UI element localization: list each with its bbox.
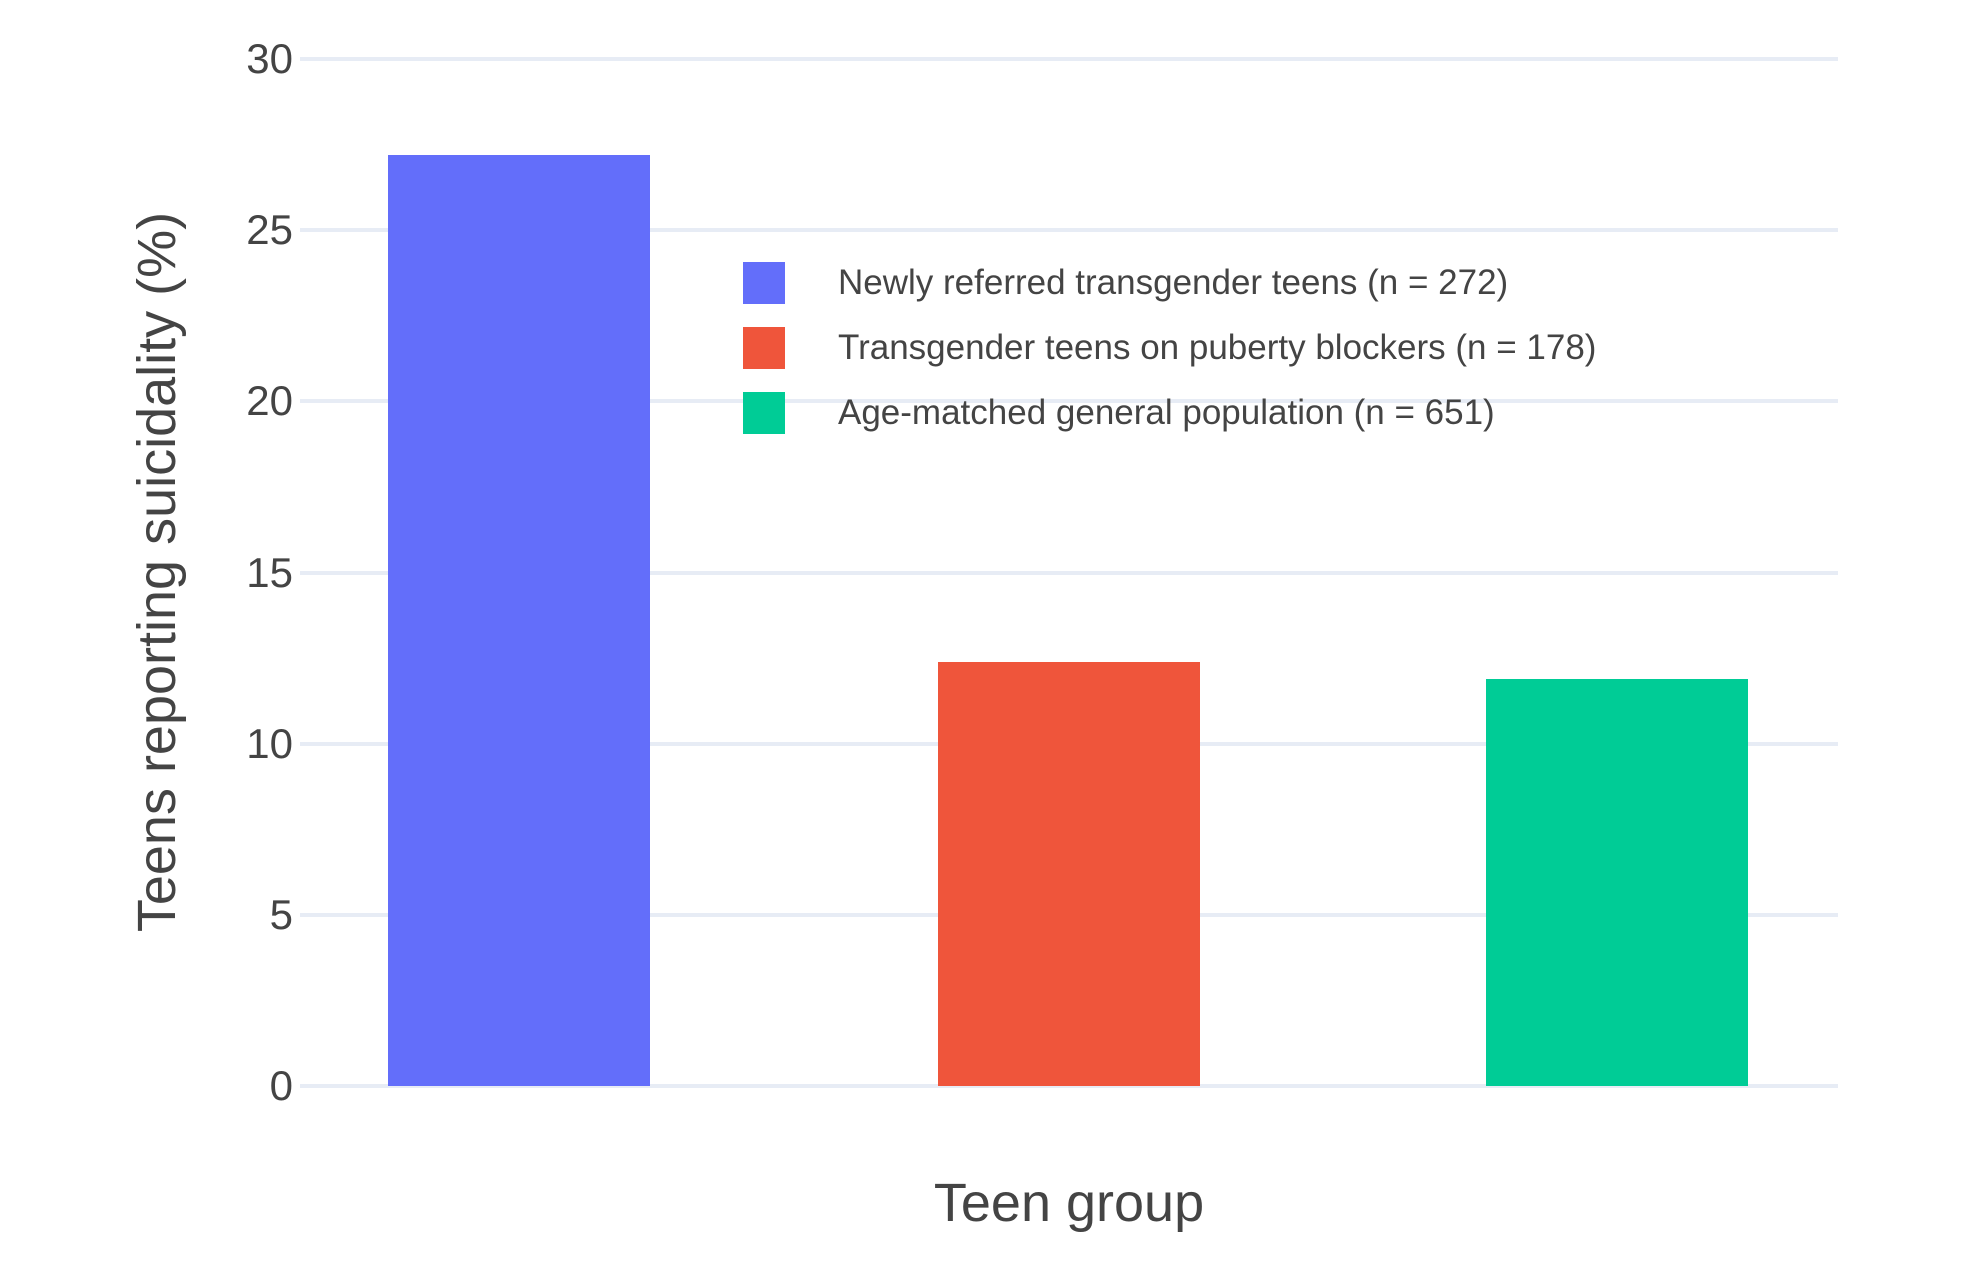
x-axis-title: Teen group	[933, 1173, 1205, 1233]
y-gridline-20	[300, 399, 1838, 404]
legend: Newly referred transgender teens (n = 27…	[743, 262, 1596, 434]
legend-color-swatch-icon	[743, 392, 785, 434]
y-tick-label-25: 25	[246, 206, 293, 254]
y-tick-label-10: 10	[246, 719, 293, 767]
y-gridline-30	[300, 57, 1838, 61]
bar-0[interactable]	[388, 154, 650, 1086]
y-tick-label-20: 20	[246, 377, 293, 425]
y-gridline-15	[300, 570, 1838, 575]
legend-item-1[interactable]: Transgender teens on puberty blockers (n…	[743, 327, 1596, 369]
y-gridline-0	[300, 1084, 1838, 1088]
y-tick-label-15: 15	[246, 548, 293, 596]
y-tick-label-5: 5	[269, 890, 293, 938]
y-axis-title: Teens reporting suicidality (%)	[127, 211, 187, 933]
legend-color-swatch-icon	[743, 327, 785, 369]
legend-color-swatch-icon	[743, 262, 785, 304]
legend-item-2[interactable]: Age-matched general population (n = 651)	[743, 392, 1596, 434]
y-gridline-25	[300, 228, 1838, 233]
y-tick-label-30: 30	[246, 35, 293, 82]
bar-2[interactable]	[1486, 678, 1748, 1086]
y-tick-label-0: 0	[269, 1062, 293, 1109]
bar-1[interactable]	[938, 661, 1200, 1086]
legend-label: Age-matched general population (n = 651)	[838, 393, 1495, 432]
legend-item-0[interactable]: Newly referred transgender teens (n = 27…	[743, 262, 1596, 304]
legend-label: Newly referred transgender teens (n = 27…	[838, 263, 1509, 302]
legend-label: Transgender teens on puberty blockers (n…	[838, 328, 1597, 367]
